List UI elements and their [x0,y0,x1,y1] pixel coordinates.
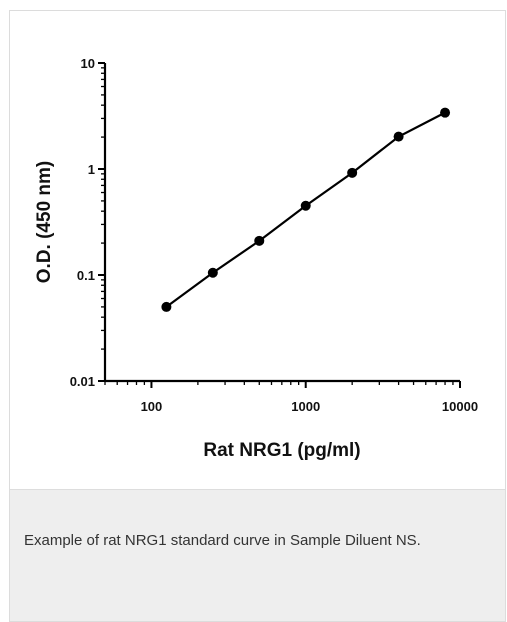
data-point [300,200,311,211]
data-point [347,167,358,178]
figure-card: 0.01 0.1 1 10 100 1000 10000 Rat NRG1 (pg/ml)… [9,10,506,622]
x-tick-label: 1000 [291,399,320,414]
data-point [440,107,451,118]
x-tick-label: 100 [141,399,163,414]
y-tick-label: 1 [88,162,95,177]
data-point [161,301,172,312]
y-tick-label: 10 [81,56,95,71]
y-tick-label: 0.1 [77,268,95,283]
standard-curve-chart: 0.01 0.1 1 10 100 1000 10000 Rat NRG1 (pg/ml)… [34,56,478,461]
y-axis-title: O.D. (450 nm) [34,161,55,283]
x-tick-label: 10000 [442,399,478,414]
x-axis-title: Rat NRG1 (pg/ml) [203,440,360,461]
y-tick-label: 0.01 [70,374,95,389]
figure-caption: Example of rat NRG1 standard curve in Sa… [24,532,421,549]
data-point [393,131,404,142]
caption-panel: Example of rat NRG1 standard curve in Sa… [10,489,505,621]
data-point [207,267,218,278]
data-point [254,235,265,246]
chart-area: 0.01 0.1 1 10 100 1000 10000 Rat NRG1 (pg/ml)… [10,11,505,489]
